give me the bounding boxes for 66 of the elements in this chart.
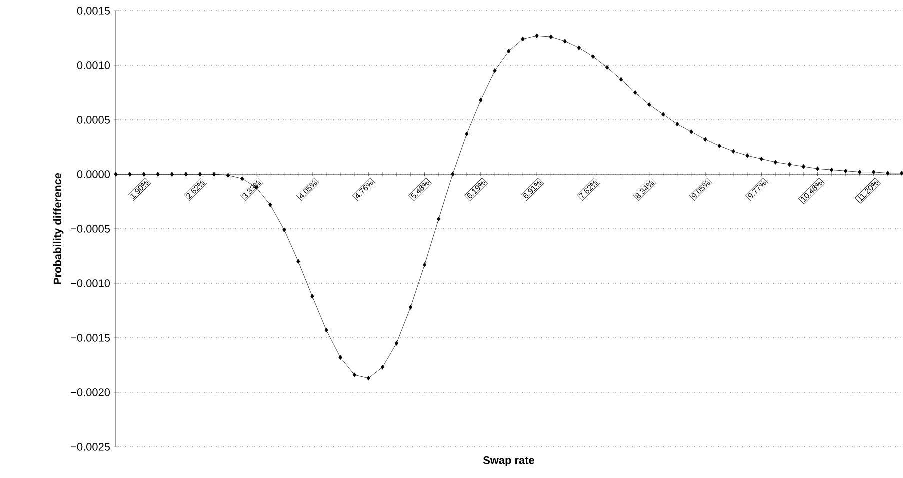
point <box>324 328 328 333</box>
y-tick-label: 0.0010 <box>77 62 110 70</box>
point <box>746 154 750 158</box>
point <box>338 355 342 360</box>
y-tick-label: 0.0000 <box>77 170 110 178</box>
point <box>563 39 567 44</box>
point <box>394 341 399 346</box>
point <box>366 376 370 381</box>
point <box>872 170 876 175</box>
y-tick-label: −0.0015 <box>71 334 110 342</box>
point <box>676 122 680 127</box>
point <box>774 160 778 165</box>
point <box>591 54 596 60</box>
point <box>170 172 174 177</box>
point <box>802 164 806 170</box>
point <box>535 34 539 38</box>
point <box>422 262 427 268</box>
point <box>128 172 132 177</box>
point <box>142 172 146 177</box>
point <box>718 144 722 149</box>
point <box>521 36 525 42</box>
point <box>760 156 764 162</box>
point <box>858 170 862 175</box>
point <box>184 172 188 177</box>
point <box>408 305 413 310</box>
point <box>704 137 708 142</box>
y-tick-label: −0.0020 <box>71 388 110 396</box>
point <box>352 372 356 378</box>
y-tick-label: −0.0005 <box>71 225 110 233</box>
point <box>605 65 610 70</box>
point <box>156 172 160 177</box>
point <box>479 98 483 103</box>
point <box>732 149 736 154</box>
point <box>436 216 441 222</box>
point <box>198 172 202 177</box>
point <box>493 68 497 74</box>
point <box>226 173 230 178</box>
point <box>662 112 666 117</box>
point <box>268 202 272 208</box>
x-axis-title: Swap rate <box>483 456 535 466</box>
point <box>788 162 792 168</box>
point <box>633 90 638 96</box>
point <box>690 130 694 134</box>
point <box>886 171 890 176</box>
point <box>114 172 118 177</box>
point <box>816 166 820 172</box>
y-tick-label: 0.0005 <box>77 116 110 124</box>
point <box>619 77 624 82</box>
y-tick-label: −0.0025 <box>71 443 110 451</box>
y-axis-title: Probability difference <box>54 173 64 284</box>
point <box>310 294 314 299</box>
point <box>844 168 848 174</box>
point <box>240 176 244 182</box>
point <box>451 172 455 177</box>
point <box>648 102 652 108</box>
point <box>577 46 582 50</box>
y-tick-label: 0.0015 <box>77 7 110 15</box>
point <box>282 228 286 232</box>
point <box>830 168 834 173</box>
point <box>212 172 216 177</box>
point <box>296 259 300 264</box>
y-tick-label: −0.0010 <box>71 280 110 288</box>
point <box>507 48 511 54</box>
point <box>380 365 385 370</box>
point <box>549 34 553 40</box>
point <box>465 132 469 137</box>
